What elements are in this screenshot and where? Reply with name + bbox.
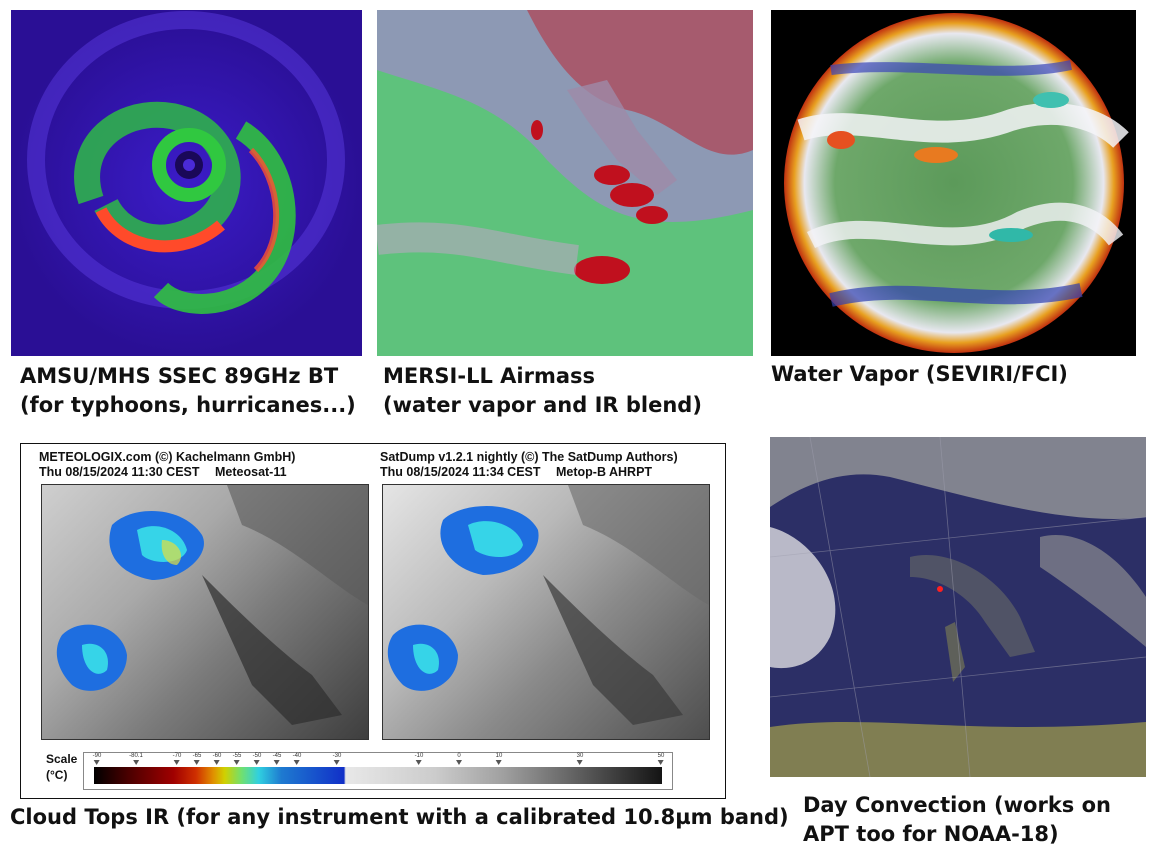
meteosat-cloud-tops-map <box>41 484 369 740</box>
scale-label: Scale (°C) <box>46 751 77 783</box>
left-map-header: METEOLOGIX.com (©) Kachelmann GmbH) Thu … <box>39 450 295 480</box>
meteosat-map-graphic <box>56 485 368 725</box>
right-map-satellite: Metop-B AHRPT <box>556 465 653 479</box>
scale-tick: -90 <box>93 753 101 765</box>
temperature-color-bar <box>94 767 662 784</box>
scale-unit: (°C) <box>46 768 68 782</box>
mersi-caption-line-1: MERSI-LL Airmass <box>383 364 595 388</box>
scale-tick: 30 <box>577 753 583 765</box>
amsu-89ghz-image <box>11 10 362 356</box>
cloud-tops-caption: Cloud Tops IR (for any instrument with a… <box>10 803 789 832</box>
amsu-caption-line-2: (for typhoons, hurricanes...) <box>20 393 356 417</box>
water-vapor-disk-image <box>771 10 1136 356</box>
day-convection-image <box>770 437 1146 777</box>
metop-map-graphic <box>387 485 709 725</box>
water-vapor-caption: Water Vapor (SEVIRI/FCI) <box>771 360 1068 389</box>
day-convection-caption-line-2: APT too for NOAA-18) <box>803 822 1059 846</box>
mersi-airmass-image <box>377 10 753 356</box>
mersi-caption-line-2: (water vapor and IR blend) <box>383 393 702 417</box>
cloud-tops-caption-line-1: Cloud Tops IR (for any instrument with a… <box>10 805 789 829</box>
airmass-map-graphic <box>377 10 753 356</box>
right-map-header: SatDump v1.2.1 nightly (©) The SatDump A… <box>380 450 678 480</box>
day-convection-map-graphic <box>770 437 1146 777</box>
right-map-date: Thu 08/15/2024 11:34 CEST <box>380 465 541 479</box>
day-convection-caption: Day Convection (works on APT too for NOA… <box>803 791 1111 849</box>
scale-tick: -10 <box>415 753 423 765</box>
temperature-scale: -90 -80.1 -70 -65 -60 -55 -50 -45 -40 -3… <box>83 752 673 790</box>
scale-tick: -40 <box>293 753 301 765</box>
scale-tick: -50 <box>253 753 261 765</box>
scale-tick: -45 <box>273 753 281 765</box>
left-map-satellite: Meteosat-11 <box>215 465 287 479</box>
scale-tick: 0 <box>456 753 462 765</box>
scale-tick: -80.1 <box>129 753 143 765</box>
metop-cloud-tops-map <box>382 484 710 740</box>
mersi-caption: MERSI-LL Airmass (water vapor and IR ble… <box>383 362 702 420</box>
cloud-tops-comparison-figure: METEOLOGIX.com (©) Kachelmann GmbH) Thu … <box>20 443 726 799</box>
scale-title: Scale <box>46 752 78 766</box>
scale-tick: -30 <box>333 753 341 765</box>
scale-tick: 10 <box>496 753 502 765</box>
day-convection-caption-line-1: Day Convection (works on <box>803 793 1111 817</box>
amsu-caption: AMSU/MHS SSEC 89GHz BT (for typhoons, hu… <box>20 362 356 420</box>
scale-tick: -55 <box>233 753 241 765</box>
scale-tick: -70 <box>173 753 181 765</box>
scale-tick: -60 <box>213 753 221 765</box>
water-vapor-caption-line-1: Water Vapor (SEVIRI/FCI) <box>771 362 1068 386</box>
scale-tick: -65 <box>193 753 201 765</box>
scale-tick: 50 <box>658 753 664 765</box>
left-map-date: Thu 08/15/2024 11:30 CEST <box>39 465 200 479</box>
hurricane-swirl-graphic <box>11 10 362 356</box>
earth-disk-graphic <box>771 10 1136 356</box>
left-map-source: METEOLOGIX.com (©) Kachelmann GmbH) <box>39 450 296 464</box>
right-map-source: SatDump v1.2.1 nightly (©) The SatDump A… <box>380 450 678 464</box>
amsu-caption-line-1: AMSU/MHS SSEC 89GHz BT <box>20 364 339 388</box>
